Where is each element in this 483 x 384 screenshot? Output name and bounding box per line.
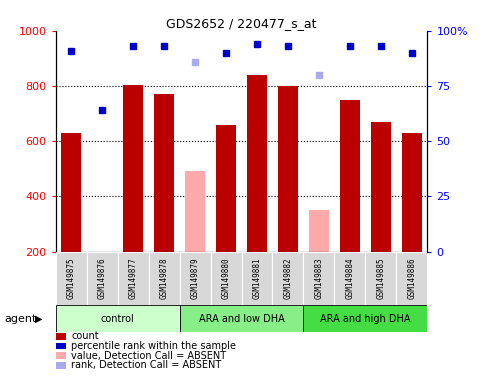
Bar	[149, 252, 180, 305]
Text: value, Detection Call = ABSENT: value, Detection Call = ABSENT	[71, 351, 226, 361]
Bar	[61, 133, 81, 252]
Text: GSM149886: GSM149886	[408, 258, 416, 299]
Bar	[180, 305, 303, 332]
Bar	[216, 124, 236, 252]
Bar	[309, 210, 329, 252]
Text: GSM149883: GSM149883	[314, 258, 324, 299]
Bar	[371, 122, 391, 252]
Text: GSM149882: GSM149882	[284, 258, 293, 299]
Text: GSM149884: GSM149884	[345, 258, 355, 299]
Bar	[180, 252, 211, 305]
Text: agent: agent	[5, 314, 37, 324]
Bar	[211, 252, 242, 305]
Bar	[86, 252, 117, 305]
Bar	[303, 252, 334, 305]
Bar	[185, 172, 205, 252]
Text: GSM149878: GSM149878	[159, 258, 169, 299]
Text: GSM149880: GSM149880	[222, 258, 230, 299]
Text: control: control	[100, 314, 134, 324]
Text: GSM149881: GSM149881	[253, 258, 261, 299]
Bar	[334, 252, 366, 305]
Bar	[117, 252, 149, 305]
Bar	[56, 252, 86, 305]
Bar	[154, 94, 174, 252]
Text: GSM149875: GSM149875	[67, 258, 75, 299]
Text: ARA and high DHA: ARA and high DHA	[320, 314, 411, 324]
Bar	[272, 252, 303, 305]
Bar	[278, 86, 298, 252]
Bar	[123, 84, 143, 252]
Text: GSM149877: GSM149877	[128, 258, 138, 299]
Bar	[397, 252, 427, 305]
Text: GSM149885: GSM149885	[376, 258, 385, 299]
Bar	[303, 305, 427, 332]
Bar	[247, 75, 267, 252]
Bar	[402, 133, 422, 252]
Text: GSM149876: GSM149876	[98, 258, 107, 299]
Title: GDS2652 / 220477_s_at: GDS2652 / 220477_s_at	[166, 17, 317, 30]
Bar	[242, 252, 272, 305]
Text: ARA and low DHA: ARA and low DHA	[199, 314, 284, 324]
Bar	[340, 100, 360, 252]
Bar	[366, 252, 397, 305]
Text: ▶: ▶	[35, 314, 43, 324]
Text: GSM149879: GSM149879	[190, 258, 199, 299]
Text: count: count	[71, 331, 99, 341]
Bar	[56, 305, 180, 332]
Text: percentile rank within the sample: percentile rank within the sample	[71, 341, 236, 351]
Text: rank, Detection Call = ABSENT: rank, Detection Call = ABSENT	[71, 360, 221, 370]
